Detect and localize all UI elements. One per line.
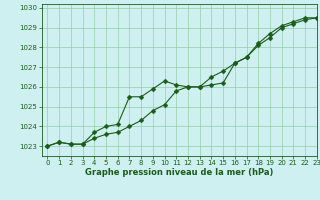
X-axis label: Graphe pression niveau de la mer (hPa): Graphe pression niveau de la mer (hPa)	[85, 168, 273, 177]
